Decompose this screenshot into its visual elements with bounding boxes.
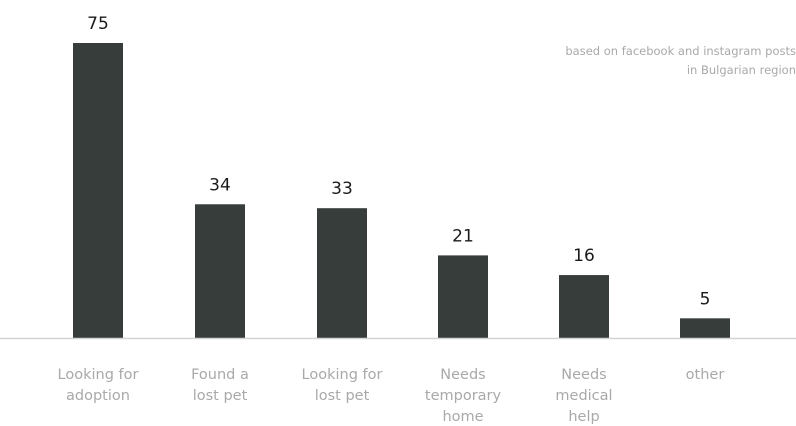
source-note-line-1: based on facebook and instagram posts	[565, 44, 796, 58]
value-label-4: 16	[573, 246, 595, 266]
category-label-4-line-0: Needs	[561, 367, 606, 383]
category-label-2-line-1: lost pet	[315, 388, 370, 404]
value-label-2: 33	[331, 179, 353, 199]
category-label-0-line-0: Looking for	[58, 367, 139, 383]
bars-group	[73, 43, 730, 338]
value-label-5: 5	[700, 289, 711, 309]
value-label-1: 34	[209, 175, 231, 195]
bar-1	[195, 204, 245, 338]
value-label-3: 21	[452, 226, 474, 246]
category-label-4-line-2: help	[568, 409, 599, 425]
category-labels-group: Looking for adoption Found a lost pet Lookin…	[58, 367, 725, 425]
category-label-5-line-0: other	[686, 367, 725, 383]
category-label-4-line-1: medical	[555, 388, 612, 404]
bar-0	[73, 43, 123, 338]
category-label-0-line-1: adoption	[66, 388, 130, 404]
value-labels-group: 75 34 33 21 16 5	[87, 14, 710, 309]
category-label-3-line-0: Needs	[440, 367, 485, 383]
bar-2	[317, 208, 367, 338]
category-label-1-line-1: lost pet	[193, 388, 248, 404]
category-label-1-line-0: Found a	[191, 367, 249, 383]
category-label-3-line-1: temporary	[425, 388, 502, 404]
bar-3	[438, 255, 488, 338]
value-label-0: 75	[87, 14, 109, 34]
source-note-line-2: in Bulgarian region	[686, 63, 796, 77]
bar-4	[559, 275, 609, 338]
category-label-3-line-2: home	[442, 409, 483, 425]
category-label-2-line-0: Looking for	[302, 367, 383, 383]
bar-5	[680, 318, 730, 338]
